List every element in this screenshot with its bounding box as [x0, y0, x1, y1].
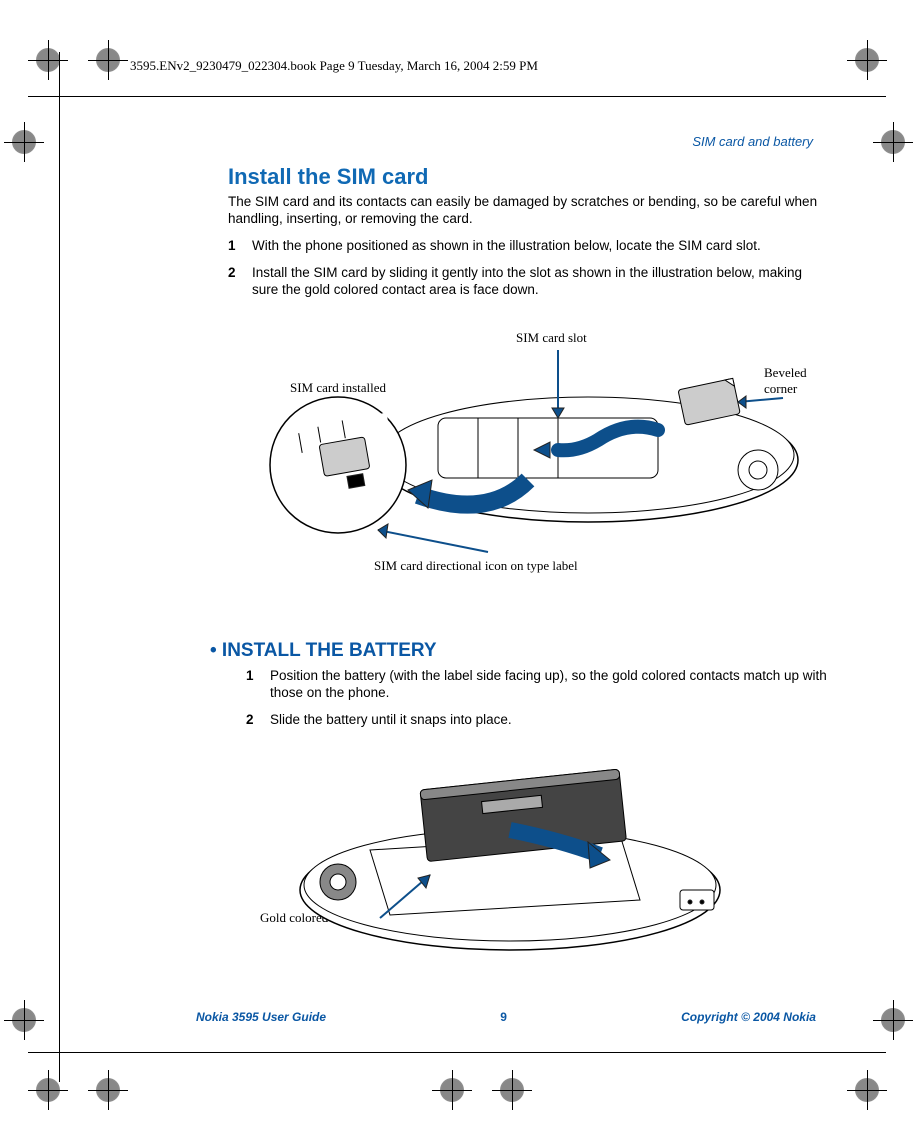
registration-mark-icon [440, 1078, 464, 1102]
registration-mark-icon [12, 130, 36, 154]
registration-mark-icon [500, 1078, 524, 1102]
page-file-header: 3595.ENv2_9230479_022304.book Page 9 Tue… [130, 58, 538, 74]
crop-line [59, 52, 60, 1082]
crop-line [28, 96, 886, 97]
battery-illustration: Gold colored contacts [270, 750, 770, 950]
list-item: 1 Position the battery (with the label s… [246, 668, 828, 702]
page-footer: Nokia 3595 User Guide 9 Copyright © 2004… [196, 1010, 816, 1024]
list-item: 2 Install the SIM card by sliding it gen… [228, 265, 828, 299]
step-text: Position the battery (with the label sid… [270, 668, 828, 702]
sim-illustration: SIM card slot SIM card installed Beveled… [228, 330, 848, 590]
step-text: Slide the battery until it snaps into pl… [270, 712, 512, 729]
sim-intro: The SIM card and its contacts can easily… [228, 194, 828, 228]
step-number: 1 [228, 238, 252, 255]
footer-guide: Nokia 3595 User Guide [196, 1010, 326, 1024]
list-item: 2 Slide the battery until it snaps into … [246, 712, 828, 729]
step-text: Install the SIM card by sliding it gentl… [252, 265, 828, 299]
registration-mark-icon [36, 48, 60, 72]
footer-copyright: Copyright © 2004 Nokia [681, 1010, 816, 1024]
step-number: 2 [228, 265, 252, 299]
footer-page-number: 9 [500, 1010, 507, 1024]
step-number: 1 [246, 668, 270, 702]
registration-mark-icon [881, 130, 905, 154]
crop-line [28, 1052, 886, 1053]
registration-mark-icon [36, 1078, 60, 1102]
step-number: 2 [246, 712, 270, 729]
battery-heading: • INSTALL THE BATTERY [210, 640, 850, 662]
sim-steps: 1 With the phone positioned as shown in … [228, 238, 828, 299]
phone-battery-drawing-icon [270, 750, 770, 970]
registration-mark-icon [855, 1078, 879, 1102]
phone-sim-drawing-icon [228, 330, 848, 580]
list-item: 1 With the phone positioned as shown in … [228, 238, 828, 255]
page: 3595.ENv2_9230479_022304.book Page 9 Tue… [0, 0, 919, 1144]
sim-heading: Install the SIM card [228, 164, 848, 190]
registration-mark-icon [96, 1078, 120, 1102]
section-header: SIM card and battery [692, 134, 813, 149]
step-text: With the phone positioned as shown in th… [252, 238, 761, 255]
registration-mark-icon [12, 1008, 36, 1032]
battery-steps: 1 Position the battery (with the label s… [228, 668, 828, 729]
registration-mark-icon [881, 1008, 905, 1032]
sim-section: Install the SIM card The SIM card and it… [228, 164, 848, 308]
registration-mark-icon [96, 48, 120, 72]
battery-section: • INSTALL THE BATTERY 1 Position the bat… [210, 640, 850, 739]
registration-mark-icon [855, 48, 879, 72]
